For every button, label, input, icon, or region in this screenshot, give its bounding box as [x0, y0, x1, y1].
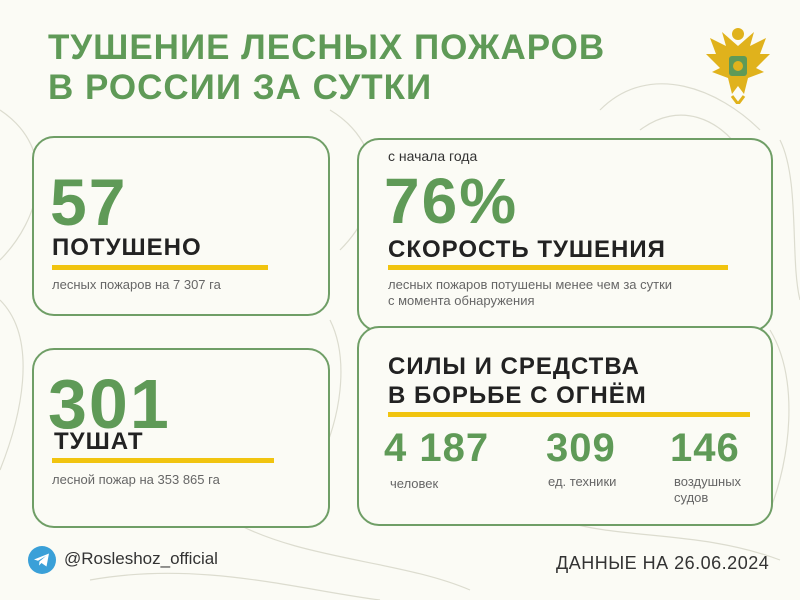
vehicles-label: ед. техники: [548, 474, 617, 489]
active-underline: [52, 458, 274, 463]
extinguished-underline: [52, 265, 268, 270]
extinguished-label: ПОТУШЕНО: [52, 234, 202, 261]
telegram-handle-link[interactable]: @Rosleshoz_official: [64, 549, 218, 568]
speed-value: 76%: [384, 165, 519, 237]
active-label: ТУШАТ: [54, 428, 144, 455]
active-note: лесной пожар на 353 865 га: [52, 472, 220, 487]
speed-label: СКОРОСТЬ ТУШЕНИЯ: [388, 236, 666, 263]
speed-note-line-2: с момента обнаружения: [388, 293, 535, 308]
forces-title-line-2: В БОРЬБЕ С ОГНЁМ: [388, 382, 647, 409]
speed-underline: [388, 265, 728, 270]
aircraft-label-line-1: воздушных: [674, 474, 742, 489]
vehicles-value: 309: [546, 426, 616, 470]
speed-card: [357, 138, 773, 332]
people-value: 4 187: [384, 426, 490, 470]
telegram-icon[interactable]: [28, 546, 56, 574]
extinguished-value: 57: [50, 165, 128, 239]
people-label: человек: [390, 476, 439, 491]
data-date: ДАННЫЕ НА 26.06.2024: [556, 553, 770, 573]
aircraft-value: 146: [670, 426, 740, 470]
speed-period: с начала года: [388, 148, 478, 164]
title-line-2: В РОССИИ ЗА СУТКИ: [48, 68, 433, 107]
extinguished-note: лесных пожаров на 7 307 га: [52, 277, 221, 292]
forces-title-line-1: СИЛЫ И СРЕДСТВА: [388, 353, 640, 380]
double-headed-eagle-icon: [706, 28, 770, 104]
page-title: ТУШЕНИЕ ЛЕСНЫХ ПОЖАРОВ В РОССИИ ЗА СУТКИ: [48, 28, 648, 108]
aircraft-label-line-2: судов: [674, 490, 709, 505]
forces-card: [357, 326, 773, 526]
extinguished-card: [32, 136, 330, 316]
title-line-1: ТУШЕНИЕ ЛЕСНЫХ ПОЖАРОВ: [48, 28, 606, 67]
forces-underline: [388, 412, 750, 417]
active-value: 301: [48, 365, 171, 443]
speed-note-line-1: лесных пожаров потушены менее чем за сут…: [388, 277, 673, 292]
active-card: [32, 348, 330, 528]
